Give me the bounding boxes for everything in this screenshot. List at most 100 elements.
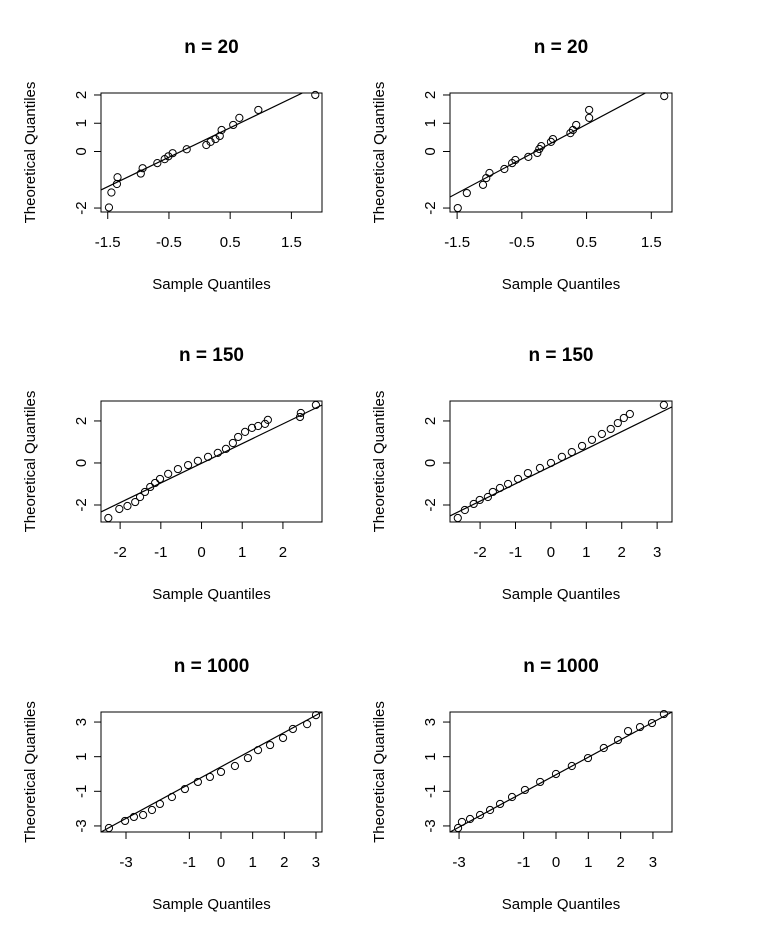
point	[104, 203, 114, 212]
x-tick-label: -1	[509, 544, 522, 561]
point	[583, 753, 593, 763]
y-tick-label: 2	[73, 91, 90, 99]
point	[247, 423, 257, 432]
plot-frame	[449, 400, 673, 523]
x-tick-label: 1	[582, 544, 590, 561]
y-tick-label: -3	[422, 819, 439, 832]
plot-frame	[449, 92, 673, 213]
point	[173, 464, 183, 474]
point	[613, 735, 623, 745]
point	[295, 412, 305, 422]
x-tick-label: 0	[547, 544, 555, 561]
panel-title: n = 1000	[523, 656, 599, 677]
x-tick-label: -1	[517, 854, 530, 871]
y-tick-label: 2	[422, 91, 439, 99]
y-tick-label: -2	[422, 201, 439, 214]
x-tick-label: 2	[618, 544, 626, 561]
x-tick-label: 2	[279, 544, 287, 561]
point	[659, 400, 668, 410]
point	[585, 105, 594, 115]
point	[217, 125, 226, 135]
point	[647, 718, 657, 728]
x-tick-label: 2	[616, 854, 624, 871]
point	[229, 120, 238, 130]
point	[613, 418, 622, 428]
point	[465, 814, 475, 824]
point	[311, 90, 320, 100]
panel: n = 150 Sample Quantiles Theoretical Quant…	[371, 345, 673, 603]
point	[253, 745, 263, 755]
point	[296, 408, 305, 418]
panel-title: n = 150	[179, 345, 244, 366]
x-tick-label: 0.5	[220, 234, 241, 251]
plot-frame	[100, 400, 323, 523]
y-tick-label: -2	[73, 201, 90, 214]
point	[254, 105, 263, 115]
y-tick-label: -2	[73, 498, 90, 511]
panel: n = 1000 Sample Quantiles Theoretical Quan…	[371, 656, 673, 913]
point	[567, 761, 576, 771]
point	[155, 474, 165, 484]
y-axis-label: Theoretical Quantiles	[22, 82, 39, 224]
x-axis-label: Sample Quantiles	[152, 276, 270, 293]
point	[265, 740, 275, 750]
point	[660, 92, 669, 101]
y-tick-label: 1	[73, 119, 90, 127]
point	[153, 158, 162, 168]
x-axis-label: Sample Quantiles	[152, 896, 270, 913]
point	[557, 452, 566, 461]
point	[457, 817, 467, 827]
point	[151, 478, 160, 488]
point	[567, 447, 576, 457]
point	[537, 142, 546, 151]
x-tick-label: 1	[238, 544, 246, 561]
point	[288, 724, 297, 734]
point	[500, 164, 509, 174]
point	[243, 753, 253, 763]
point	[524, 152, 533, 161]
y-tick-label: -1	[422, 785, 439, 798]
point	[206, 137, 215, 147]
x-tick-label: 2	[280, 854, 288, 871]
point	[587, 435, 597, 444]
x-tick-label: -0.5	[509, 234, 535, 251]
point	[520, 785, 530, 795]
reference-line	[450, 93, 646, 198]
point	[131, 497, 140, 507]
point	[115, 504, 124, 514]
x-axis-label: Sample Quantiles	[502, 276, 620, 293]
point	[221, 444, 231, 453]
point	[139, 810, 148, 820]
point	[503, 479, 513, 489]
point	[460, 505, 469, 515]
x-tick-label: 0	[197, 544, 205, 561]
point	[513, 474, 523, 484]
x-tick-label: 1.5	[281, 234, 302, 251]
point	[129, 812, 139, 822]
x-tick-label: 0	[217, 854, 225, 871]
point	[180, 784, 190, 794]
point	[635, 722, 645, 732]
y-axis-label: Theoretical Quantiles	[371, 391, 388, 533]
point	[235, 113, 244, 122]
panel: n = 150 Sample Quantiles Theoretical Quant…	[22, 345, 323, 603]
x-axis-label: Sample Quantiles	[502, 586, 620, 603]
point	[193, 456, 202, 465]
y-tick-label: -2	[422, 498, 439, 511]
point	[495, 799, 505, 809]
point	[606, 424, 615, 434]
x-tick-label: -0.5	[156, 234, 182, 251]
point	[619, 413, 628, 423]
y-tick-label: -1	[73, 785, 90, 798]
point	[147, 805, 157, 815]
panel: n = 20 Sample Quantiles Theoretical Quanti…	[371, 37, 673, 293]
point	[469, 499, 478, 509]
x-tick-label: -3	[452, 854, 465, 871]
y-axis-label: Theoretical Quantiles	[371, 82, 388, 224]
point	[475, 495, 484, 505]
point	[599, 743, 608, 753]
y-tick-label: 2	[73, 417, 90, 425]
point	[659, 709, 669, 719]
point	[507, 792, 517, 802]
point	[577, 441, 587, 451]
